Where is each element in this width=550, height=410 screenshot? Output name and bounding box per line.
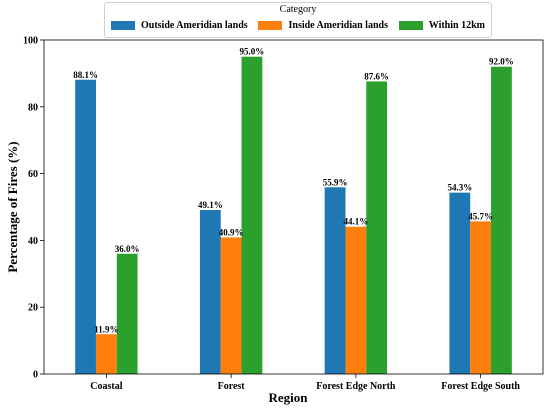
data-label-3-3: 87.6%	[364, 71, 389, 81]
data-label-2-1: 11.9%	[94, 324, 118, 334]
data-label-2-4: 45.7%	[468, 211, 493, 221]
y-tick-label-100: 100	[23, 36, 38, 47]
bar-3-1	[116, 253, 138, 374]
legend: Category Outside Ameridian lands Inside …	[104, 2, 492, 38]
y-tick-label-20: 20	[28, 303, 38, 314]
legend-label-outside: Outside Ameridian lands	[141, 20, 248, 31]
legend-label-within: Within 12km	[428, 20, 485, 31]
bar-2-2	[220, 237, 242, 374]
y-tick-label-80: 80	[28, 102, 38, 113]
bar-1-4	[449, 192, 471, 374]
data-label-2-3: 44.1%	[344, 217, 369, 227]
y-tick-label-0: 0	[33, 370, 38, 381]
bar-1-2	[199, 210, 221, 374]
legend-item-within: Within 12km	[398, 20, 485, 31]
data-label-1-4: 54.3%	[447, 183, 472, 193]
data-label-3-2: 95.0%	[240, 47, 265, 57]
bar-2-3	[345, 226, 367, 374]
bar-3-2	[241, 56, 263, 374]
axes-layer: Coastal Forest Forest Edge North Forest Edg…	[23, 36, 544, 392]
data-label-1-1: 88.1%	[73, 70, 98, 80]
plot-frame	[43, 39, 544, 375]
legend-title: Category	[279, 4, 317, 15]
legend-swatch-inside	[258, 21, 283, 30]
y-tick-label-60: 60	[28, 169, 38, 180]
data-labels-layer: 88.1% 11.9% 36.0% 49.1% 40.9% 95.0% 55.9% 44.1%…	[73, 47, 514, 335]
data-label-3-1: 36.0%	[115, 244, 140, 254]
legend-swatch-within	[398, 21, 423, 30]
legend-item-outside: Outside Ameridian lands	[111, 20, 248, 31]
data-label-1-3: 55.9%	[323, 177, 348, 187]
y-tick-label-40: 40	[28, 236, 38, 247]
bar-2-1	[95, 334, 117, 374]
data-label-3-4: 92.0%	[489, 57, 514, 67]
x-axis-title: Region	[269, 390, 309, 405]
x-tick-label-4: Forest Edge South	[441, 381, 520, 392]
bar-3-3	[366, 81, 388, 375]
bar-1-1	[75, 79, 96, 374]
legend-label-inside: Inside Ameridian lands	[288, 20, 388, 31]
x-tick-label-2: Forest	[218, 381, 246, 392]
legend-swatch-outside	[111, 21, 135, 30]
x-tick-label-3: Forest Edge North	[316, 381, 396, 392]
bar-1-3	[324, 187, 346, 374]
y-axis-title: Percentage of Fires (%)	[5, 141, 20, 272]
bar-3-4	[491, 66, 512, 374]
data-label-1-2: 49.1%	[198, 200, 223, 210]
x-tick-label-1: Coastal	[90, 381, 122, 392]
bar-2-4	[470, 221, 492, 374]
data-label-2-2: 40.9%	[219, 227, 244, 237]
bars-layer	[75, 56, 512, 375]
legend-item-inside: Inside Ameridian lands	[258, 20, 388, 31]
